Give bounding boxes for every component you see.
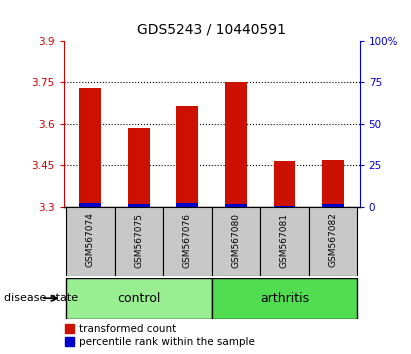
Text: control: control: [117, 292, 161, 305]
Legend: transformed count, percentile rank within the sample: transformed count, percentile rank withi…: [65, 324, 255, 347]
Bar: [225, 204, 247, 207]
Text: GSM567080: GSM567080: [231, 213, 240, 268]
Bar: [322, 160, 344, 207]
Bar: [176, 106, 199, 207]
Bar: [176, 203, 199, 207]
Bar: [225, 82, 247, 207]
Bar: [66, 278, 212, 319]
Bar: [212, 207, 260, 276]
Bar: [115, 207, 163, 276]
Text: GSM567082: GSM567082: [328, 213, 337, 268]
Bar: [273, 161, 296, 207]
Bar: [79, 88, 101, 207]
Text: GSM567081: GSM567081: [280, 213, 289, 268]
Text: GSM567076: GSM567076: [183, 213, 192, 268]
Bar: [309, 207, 357, 276]
Bar: [212, 278, 357, 319]
Text: disease state: disease state: [4, 293, 78, 303]
Bar: [128, 204, 150, 207]
Bar: [273, 206, 296, 207]
Bar: [128, 128, 150, 207]
Title: GDS5243 / 10440591: GDS5243 / 10440591: [137, 23, 286, 37]
Bar: [66, 207, 115, 276]
Text: GSM567074: GSM567074: [86, 213, 95, 268]
Bar: [79, 203, 101, 207]
Bar: [163, 207, 212, 276]
Text: arthritis: arthritis: [260, 292, 309, 305]
Bar: [260, 207, 309, 276]
Text: GSM567075: GSM567075: [134, 213, 143, 268]
Bar: [322, 204, 344, 207]
